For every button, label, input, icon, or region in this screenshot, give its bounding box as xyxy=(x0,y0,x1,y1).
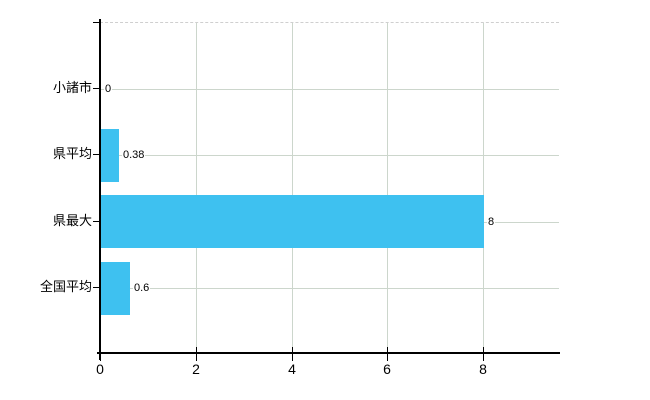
gridline-vertical xyxy=(483,23,484,353)
x-tick-label: 2 xyxy=(192,361,200,377)
x-axis-tick xyxy=(100,347,101,361)
y-axis-tick xyxy=(93,221,100,222)
plot-area: 0 0.38 8 0.6 xyxy=(100,22,559,353)
gridline-horizontal xyxy=(100,155,559,156)
x-axis-tick xyxy=(196,347,197,361)
x-axis-tick xyxy=(387,347,388,361)
bar-value-label: 8 xyxy=(487,215,496,229)
category-label: 全国平均 xyxy=(39,279,92,294)
x-tick-label: 8 xyxy=(479,361,487,377)
y-axis-line xyxy=(99,19,101,360)
x-tick-label: 6 xyxy=(383,361,391,377)
gridline-horizontal xyxy=(100,288,559,289)
x-tick-label: 4 xyxy=(288,361,296,377)
gridline-horizontal xyxy=(100,89,559,90)
y-axis-top-tick xyxy=(93,22,100,23)
x-tick-label: 0 xyxy=(96,361,104,377)
bar-row-4 xyxy=(101,262,130,315)
bar-row-3 xyxy=(101,195,484,248)
category-label: 小諸市 xyxy=(52,80,92,95)
bar-value-label: 0.38 xyxy=(122,148,146,162)
x-axis-line xyxy=(97,352,560,354)
gridline-vertical xyxy=(387,23,388,353)
y-axis-tick xyxy=(93,88,100,89)
bar-row-2 xyxy=(101,129,119,182)
category-label: 県平均 xyxy=(52,146,92,161)
gridline-vertical xyxy=(292,23,293,353)
bar-value-label: 0.6 xyxy=(133,281,151,295)
gridline-vertical xyxy=(196,23,197,353)
category-label: 県最大 xyxy=(52,213,92,228)
x-axis-tick xyxy=(483,347,484,361)
y-axis-tick xyxy=(93,154,100,155)
x-axis-tick xyxy=(292,347,293,361)
y-axis-tick xyxy=(93,287,100,288)
bar-value-label: 0 xyxy=(104,82,113,96)
